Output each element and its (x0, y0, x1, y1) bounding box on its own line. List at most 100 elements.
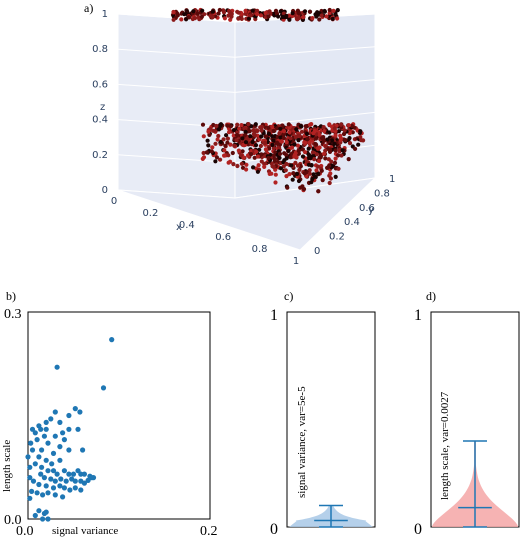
scatter3d-point (295, 143, 300, 148)
scatter3d-point (290, 11, 295, 16)
scatter3d-point (338, 137, 343, 142)
scatter-point (43, 426, 49, 432)
scatter-point (43, 457, 49, 463)
scatter-point (40, 492, 46, 498)
violin-d (431, 440, 519, 528)
scatter3d-point (187, 15, 192, 20)
scatter3d-point (319, 168, 324, 173)
scatter3d-point (228, 159, 233, 164)
scatter3d-point (253, 122, 258, 127)
violin-c (289, 504, 373, 528)
scatter3d-point (253, 143, 259, 148)
scatter3d-point (307, 140, 312, 145)
scatter-point (85, 477, 91, 483)
scatter-point (36, 454, 42, 460)
scatter3d-point (258, 13, 263, 18)
scatter-point (80, 447, 86, 453)
scatter3d-point (321, 125, 326, 130)
scatter3d-point (303, 140, 308, 145)
scatter-point (57, 457, 63, 463)
scatter3d-point (251, 131, 256, 136)
scatter3d-point (227, 130, 232, 135)
scatter3d-point (282, 151, 287, 156)
scatter3d-point (314, 136, 319, 141)
scatter3d-point (347, 141, 353, 146)
scatter3d-point (243, 8, 248, 13)
scatter-point (52, 433, 58, 439)
scatter3d-point (327, 180, 332, 186)
scatter3d-point (325, 137, 330, 142)
scatter-point (77, 409, 83, 415)
y-tick-label: 1 (389, 174, 395, 185)
scatter3d-point (266, 125, 271, 130)
panel-d-ytick-bottom: 0 (414, 521, 422, 538)
scatter3d-point (322, 128, 327, 134)
scatter3d-point (209, 149, 214, 154)
scatter3d-point (213, 141, 218, 146)
scatter3d-point (315, 10, 320, 15)
scatter3d-point (321, 151, 327, 156)
scatter3d-point (307, 171, 312, 176)
z-tick-label: 0.4 (92, 115, 108, 126)
scatter3d-point (271, 128, 276, 134)
z-tick-label: 1 (102, 9, 108, 20)
scatter-point (30, 478, 37, 484)
panel-d-label: d) (426, 289, 436, 303)
scatter-point (58, 476, 64, 482)
scatter3d-point (315, 164, 320, 169)
scatter3d-point (240, 165, 246, 170)
z-gridline (117, 46, 376, 58)
scatter3d-point (343, 138, 348, 143)
scatter3d-point (347, 131, 352, 136)
scatter3d-point (171, 10, 176, 15)
scatter3d-point (314, 168, 319, 173)
scatter3d-point (255, 169, 260, 174)
scatter3d-point (179, 17, 184, 22)
scatter3d-point (324, 14, 329, 19)
scatter-point (48, 416, 54, 422)
scatter3d-point (311, 172, 316, 177)
scatter3d-point (317, 132, 322, 137)
scatter-point (29, 447, 36, 453)
scatter3d-point (304, 159, 310, 164)
scatter3d-point (217, 7, 222, 13)
scatter3d-point (277, 151, 283, 156)
scatter3d-point (279, 139, 284, 144)
scatter-point (57, 483, 63, 489)
scatter3d-point (287, 17, 292, 22)
scatter3d-point (287, 130, 292, 135)
x-axis-label: x (176, 222, 182, 233)
scatter3d-point (262, 140, 268, 145)
panel-a-label: a) (84, 1, 93, 15)
scatter3d-point (246, 16, 252, 21)
scatter3d-point (229, 11, 234, 17)
scatter-point (75, 426, 81, 432)
scatter3d-point (266, 131, 271, 136)
scatter-point (63, 478, 69, 484)
scatter3d-point (359, 138, 364, 143)
scatter3d-point (289, 163, 294, 168)
panel-b-ylabel: length scale (1, 440, 13, 492)
scatter3d-point (270, 142, 275, 147)
scatter3d-point (278, 166, 283, 171)
scatter3d-point (258, 143, 263, 149)
scatter-point (67, 487, 73, 493)
scatter3d-point (298, 185, 303, 190)
scatter3d-point (310, 177, 315, 182)
scatter-point (27, 464, 33, 470)
scatter3d-point (302, 9, 308, 14)
scatter3d-point (263, 147, 268, 152)
scatter3d-point (284, 161, 289, 167)
scatter3d-point (332, 141, 337, 146)
scatter3d-point (244, 162, 249, 167)
scatter-point (61, 485, 67, 491)
scatter-point (60, 494, 66, 500)
scatter-point (57, 419, 63, 425)
x-tick-label: 0.6 (215, 232, 231, 243)
scatter-point (38, 426, 44, 432)
points-a (170, 7, 366, 194)
scatter3d-point (263, 122, 268, 127)
scatter3d-point (248, 13, 253, 18)
scatter3d-point (215, 137, 220, 142)
